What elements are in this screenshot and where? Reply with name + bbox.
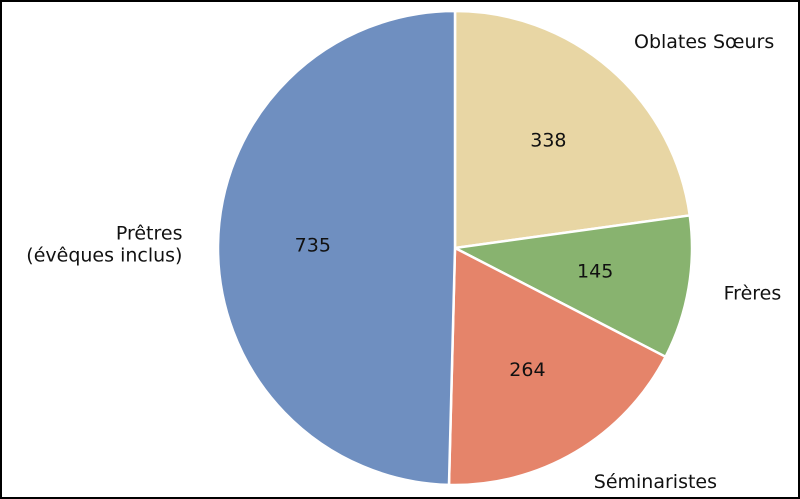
pie-slice [453,9,692,250]
category-label: Oblates Sœurs [634,31,774,53]
value-label: 264 [509,359,545,381]
pie-slice [447,245,668,487]
value-label: 338 [530,129,566,151]
pie-slice [216,9,457,487]
value-label: 735 [295,235,331,257]
category-label: Séminaristes [594,471,717,493]
pie: 338 Oblates Sœurs 145 Frères 264 Séminaristes… [26,9,782,493]
category-label: Frères [724,282,782,304]
value-label: 145 [577,260,613,282]
category-label: Prêtres (évêques inclus) [26,222,182,266]
pie-slice [450,214,694,359]
